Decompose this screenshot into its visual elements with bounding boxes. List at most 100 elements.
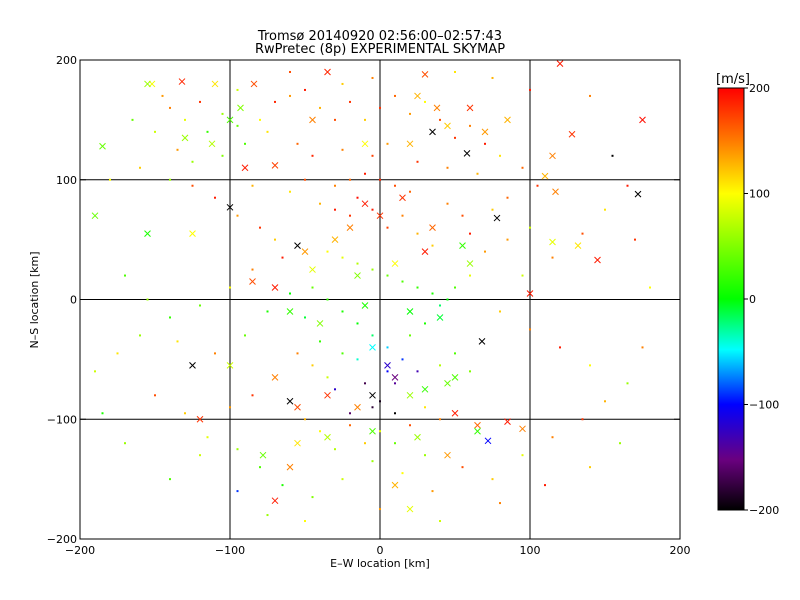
data-point-dot (604, 400, 606, 403)
data-point-dot (304, 178, 306, 181)
data-point-dot (469, 124, 471, 127)
data-point-dot (469, 274, 471, 277)
colorbar-ticks: 200 100 0 −100 −200 (717, 82, 779, 517)
data-point-dot (371, 334, 374, 337)
data-point-dot (356, 196, 359, 199)
data-point-cross (444, 379, 451, 387)
data-point-dot (394, 94, 396, 97)
data-point-cross (369, 344, 376, 351)
data-point-dot (521, 454, 524, 457)
data-point-dot (379, 106, 381, 109)
data-point-cross (451, 373, 459, 381)
data-point-dot (589, 94, 591, 97)
data-point-dot (371, 268, 374, 271)
data-point-cross (226, 362, 234, 369)
data-point-dot (431, 244, 434, 247)
data-point-dot (386, 346, 389, 349)
data-point-cross (414, 433, 421, 441)
data-point-dot (401, 214, 404, 217)
data-point-cross (519, 425, 526, 433)
x-tick-label: 100 (520, 544, 541, 557)
data-point-dot (649, 286, 651, 289)
data-point-dot (169, 106, 171, 109)
colorbar-tick-label: 0 (749, 293, 756, 306)
data-point-dot (559, 346, 561, 349)
data-point-dot (319, 106, 321, 109)
data-point-cross (369, 391, 376, 399)
data-point-cross (391, 481, 399, 489)
data-point-cross (478, 338, 486, 345)
data-point-dot (221, 154, 224, 157)
data-point-dot (394, 382, 396, 385)
data-point-dot (386, 226, 389, 229)
y-tick-label: −100 (47, 413, 77, 426)
data-point-cross (466, 104, 474, 112)
data-point-dot (169, 478, 171, 481)
data-point-dot (371, 154, 374, 157)
data-point-dot (334, 208, 336, 211)
data-point-dot (274, 100, 276, 103)
data-point-dot (281, 256, 284, 259)
data-point-dot (401, 280, 404, 283)
data-point-cross (549, 238, 556, 246)
x-tick-label: −200 (65, 544, 95, 557)
data-point-dot (341, 148, 344, 151)
data-point-dot (371, 76, 374, 79)
data-point-cross (286, 397, 294, 405)
data-point-cross (294, 439, 301, 447)
data-point-dot (379, 508, 381, 511)
data-point-dot (326, 250, 329, 253)
data-point-dot (364, 442, 366, 445)
x-tick-label: 200 (670, 544, 691, 557)
data-point-cross (444, 451, 451, 459)
data-point-cross (429, 128, 436, 136)
data-point-cross (552, 188, 559, 196)
data-point-dot (476, 172, 479, 175)
data-point-dot (349, 178, 351, 181)
data-point-dot (131, 118, 134, 121)
data-point-dot (379, 430, 381, 433)
data-point-cross (271, 497, 279, 505)
data-point-cross (144, 80, 151, 88)
data-point-cross (294, 242, 301, 249)
data-point-dot (446, 298, 449, 301)
data-point-dot (439, 304, 441, 307)
data-point-dot (581, 418, 584, 421)
data-point-dot (416, 232, 419, 235)
data-point-dot (139, 166, 141, 169)
data-point-cross (144, 230, 151, 237)
data-point-cross (541, 172, 549, 180)
data-point-dot (341, 82, 344, 85)
data-point-dot (304, 88, 306, 91)
data-point-cross (361, 302, 369, 309)
data-point-dot (229, 286, 231, 289)
data-point-dot (641, 346, 644, 349)
data-point-dot (431, 292, 434, 295)
data-point-dot (416, 370, 419, 373)
data-point-dot (446, 166, 449, 169)
data-point-dot (454, 286, 456, 289)
data-point-cross (294, 403, 301, 411)
data-point-dot (199, 100, 201, 103)
data-point-dot (109, 178, 111, 181)
data-point-dot (169, 316, 171, 319)
data-point-dot (236, 214, 239, 217)
data-point-dot (259, 118, 261, 121)
data-point-dot (521, 166, 524, 169)
data-point-dot (296, 142, 299, 145)
data-point-cross (399, 194, 406, 202)
data-point-dot (454, 352, 456, 355)
data-point-dot (356, 262, 359, 265)
data-point-dot (341, 256, 344, 259)
data-point-cross (429, 224, 436, 232)
data-point-cross (474, 421, 481, 429)
data-point-dot (611, 154, 614, 157)
data-point-dot (491, 478, 494, 481)
data-point-cross (189, 230, 196, 237)
data-point-dot (251, 268, 254, 271)
data-point-dot (304, 418, 306, 421)
data-point-dot (484, 142, 486, 145)
colorbar-gradient (718, 88, 744, 510)
data-point-dot (251, 184, 254, 187)
data-point-dot (409, 112, 411, 115)
